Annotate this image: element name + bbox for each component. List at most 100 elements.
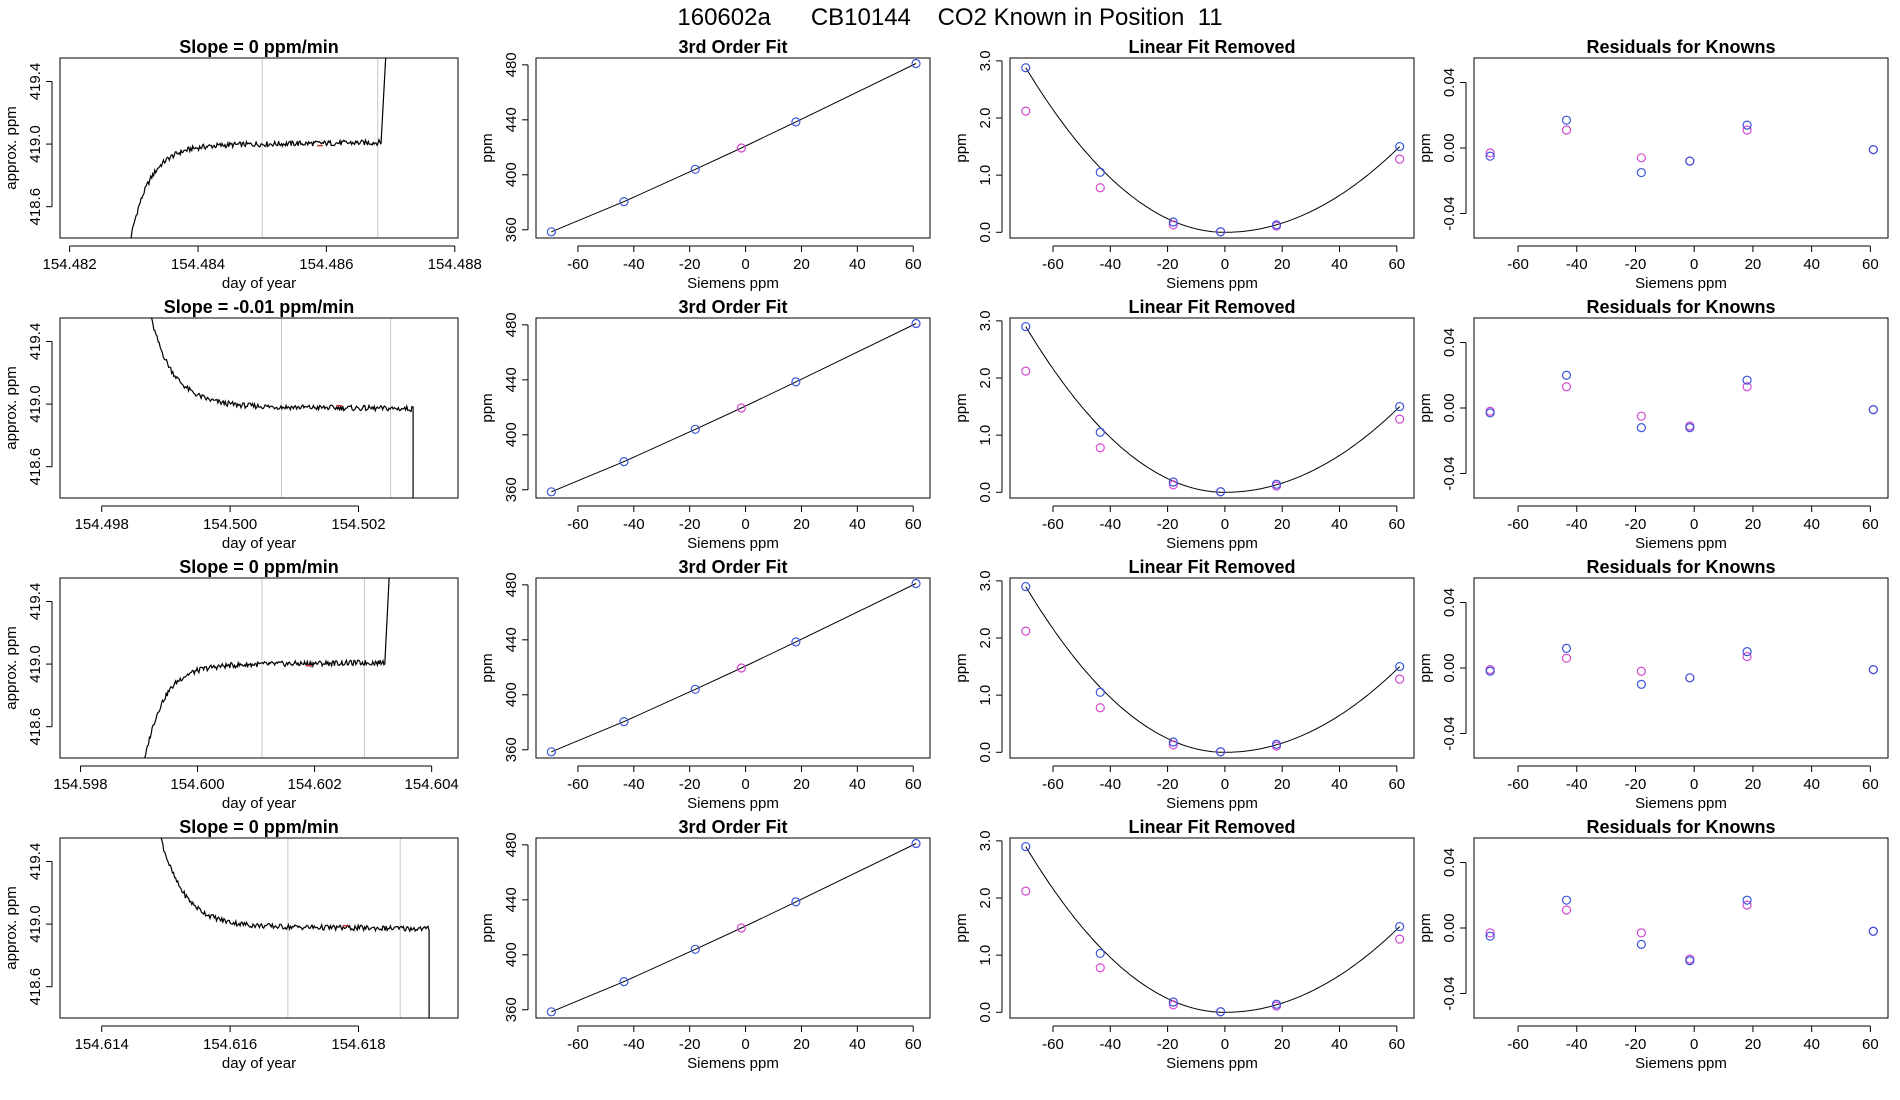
x-tick-label: 154.598: [53, 776, 107, 793]
residual-curve: [1025, 67, 1401, 233]
plot-frame: [1473, 317, 1889, 499]
blue-point: [1395, 921, 1405, 932]
x-tick-label: -60: [1507, 1036, 1529, 1053]
y-tick-label: 419.4: [27, 63, 44, 101]
y-tick-label: 0.04: [1441, 848, 1458, 877]
x-tick-label: 60: [1388, 516, 1405, 533]
panel-title: Linear Fit Removed: [1128, 37, 1295, 57]
fit-point: [546, 227, 556, 237]
x-tick-label: -60: [1042, 516, 1064, 533]
x-tick-label: 40: [1803, 256, 1820, 273]
magenta-point: [1636, 928, 1646, 938]
x-tick-label: 40: [1803, 776, 1820, 793]
x-tick-label: -60: [1042, 256, 1064, 273]
x-tick-label: 154.600: [170, 776, 224, 793]
x-tick-label: 20: [1745, 776, 1762, 793]
x-tick-label: 40: [849, 256, 866, 273]
blue-point: [1215, 227, 1226, 237]
blue-point: [1742, 895, 1752, 905]
x-tick-label: -40: [1566, 256, 1588, 273]
x-tick-label: 0: [1690, 776, 1698, 793]
y-tick-label: 1.0: [977, 165, 994, 186]
blue-point: [1095, 427, 1105, 437]
fit-point: [736, 403, 746, 413]
fit-point: [619, 976, 629, 987]
plot-frame: [59, 577, 459, 759]
concentration-trace: [130, 58, 387, 238]
y-tick-label: 3.0: [977, 310, 994, 331]
x-tick-label: 20: [793, 776, 810, 793]
blue-point: [1868, 665, 1878, 675]
plot-frame: [535, 317, 931, 499]
x-tick-label: 0: [1221, 776, 1229, 793]
plot-frame: [1009, 577, 1415, 759]
y-tick-label: 3.0: [977, 830, 994, 851]
magenta-point: [1168, 740, 1178, 750]
y-axis-label: approx. ppm: [3, 106, 20, 189]
x-tick-label: 154.502: [331, 516, 385, 533]
blue-point: [1742, 647, 1752, 657]
y-tick-label: 0.00: [1441, 653, 1458, 682]
fit-point: [791, 637, 801, 647]
magenta-point: [1395, 934, 1405, 944]
fit-point: [546, 1007, 556, 1017]
fit-panel-3: 3rd Order Fit -60 -40 -20 0 20 40 60 Siemens ppm…: [479, 557, 931, 812]
x-tick-label: -20: [1625, 1036, 1647, 1053]
x-tick-label: 60: [1862, 776, 1879, 793]
x-axis-label: day of year: [222, 795, 296, 812]
blue-point: [1168, 217, 1178, 227]
x-tick-label: 40: [1331, 256, 1348, 273]
blue-point: [1271, 479, 1282, 489]
blue-point: [1685, 956, 1695, 966]
y-tick-label: 360: [503, 217, 520, 242]
blue-point: [1868, 145, 1878, 155]
x-tick-label: 154.616: [203, 1036, 257, 1053]
x-tick-label: 40: [849, 776, 866, 793]
y-tick-label: -0.04: [1441, 196, 1458, 230]
x-tick-label: -40: [1099, 256, 1121, 273]
fit-point: [690, 424, 700, 434]
x-axis-label: Siemens ppm: [1635, 275, 1727, 292]
x-tick-label: -60: [1507, 776, 1529, 793]
x-tick-label: 154.482: [43, 256, 97, 273]
x-tick-label: 154.602: [287, 776, 341, 793]
blue-point: [1215, 1007, 1226, 1017]
x-axis-label: day of year: [222, 275, 296, 292]
fit-line: [551, 63, 917, 233]
magenta-point: [1485, 928, 1495, 938]
x-tick-label: 60: [1862, 1036, 1879, 1053]
plot-frame: [1473, 837, 1889, 1019]
x-tick-label: -60: [567, 516, 589, 533]
fit-line: [551, 843, 917, 1013]
y-tick-label: 0.0: [977, 1002, 994, 1023]
blue-point: [1868, 926, 1878, 936]
y-tick-label: 3.0: [977, 50, 994, 71]
y-tick-label: 400: [503, 162, 520, 187]
y-tick-label: 1.0: [977, 425, 994, 446]
fit-point: [690, 164, 700, 174]
x-tick-label: -60: [1507, 516, 1529, 533]
x-tick-label: -60: [1507, 256, 1529, 273]
panel-title: Residuals for Knowns: [1586, 37, 1775, 57]
x-tick-label: 0: [741, 1036, 749, 1053]
blue-point: [1215, 747, 1226, 757]
magenta-point: [1395, 674, 1405, 684]
magenta-point: [1636, 153, 1646, 163]
blue-point: [1561, 115, 1572, 125]
fit-point: [911, 838, 921, 849]
y-axis-label: ppm: [479, 653, 496, 682]
magenta-point: [1095, 183, 1105, 193]
x-axis-label: Siemens ppm: [1635, 1055, 1727, 1072]
y-tick-label: 440: [503, 627, 520, 652]
x-tick-label: -40: [1566, 1036, 1588, 1053]
plot-frame: [1009, 837, 1415, 1019]
blue-point: [1561, 370, 1572, 380]
magenta-point: [1021, 366, 1031, 376]
fit-panel-1: 3rd Order Fit -60 -40 -20 0 20 40 60 Siemens ppm…: [479, 37, 931, 292]
residual-curve: [1025, 846, 1401, 1013]
x-axis-label: Siemens ppm: [687, 275, 779, 292]
residuals-panel-3: Residuals for Knowns -60 -40 -20 0 20 40 60 Siem…: [1417, 557, 1889, 812]
plot-frame: [59, 57, 459, 239]
x-tick-label: 60: [1388, 1036, 1405, 1053]
x-tick-label: 20: [1745, 1036, 1762, 1053]
